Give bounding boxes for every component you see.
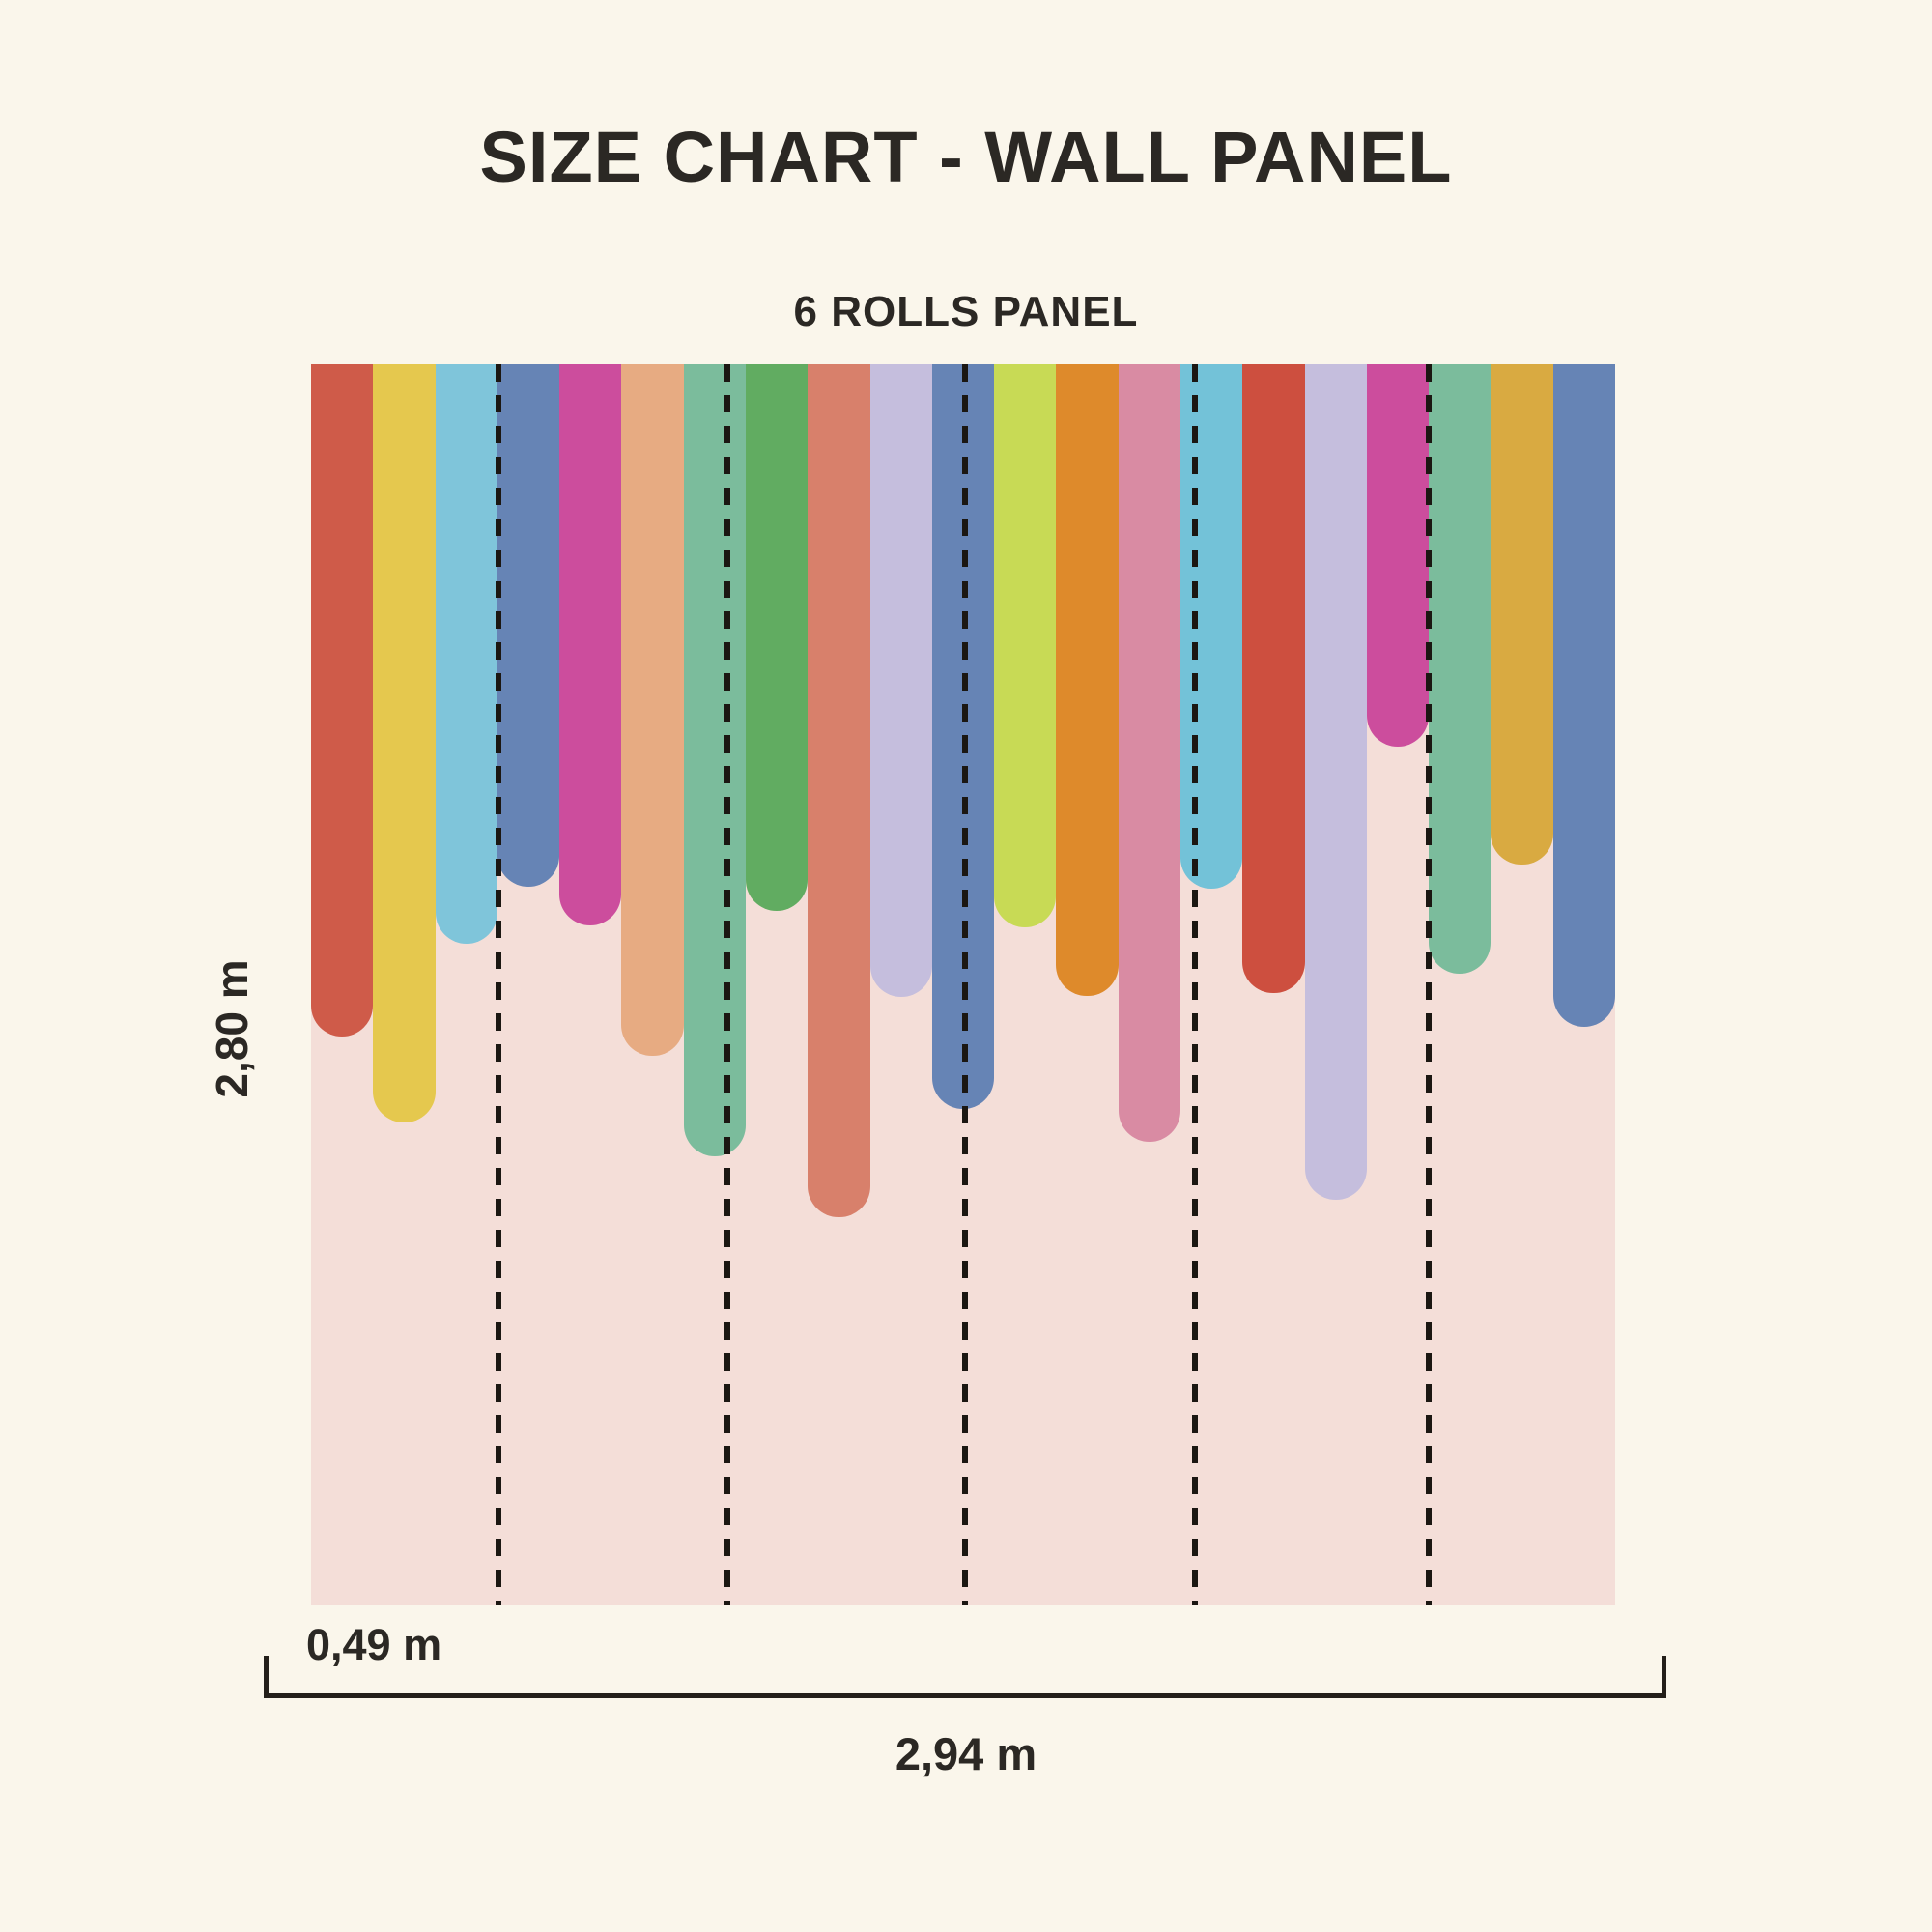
roll-divider: [496, 364, 501, 1605]
wall-panel-diagram: [311, 364, 1615, 1605]
stripe-group: [311, 364, 1615, 1605]
stripe-blue: [1552, 364, 1615, 1027]
stripe-lavender: [869, 364, 932, 997]
roll-width-measurement-label: 0,49 m: [306, 1620, 442, 1669]
height-measurement-label: 2,80 m: [207, 959, 257, 1098]
stripe-teal: [683, 364, 746, 1156]
stripe-sky-blue: [1179, 364, 1243, 889]
stripe-magenta: [1366, 364, 1430, 747]
stripe-salmon: [808, 364, 870, 1217]
panel-subtitle: 6 ROLLS PANEL: [793, 288, 1139, 335]
roll-divider: [1426, 364, 1432, 1605]
roll-divider: [724, 364, 730, 1605]
stripe-peach: [621, 364, 684, 1056]
total-width-bracket: [264, 1656, 1666, 1698]
stripe-yellow: [373, 364, 436, 1122]
stripe-lavender: [1304, 364, 1367, 1200]
page-title: SIZE CHART - WALL PANEL: [479, 117, 1453, 197]
roll-divider: [1192, 364, 1198, 1605]
stripe-blue: [497, 364, 560, 887]
stripe-sky-blue: [435, 364, 497, 944]
stripe-magenta: [559, 364, 622, 925]
stripe-orange: [1056, 364, 1119, 996]
total-width-measurement-label: 2,94 m: [895, 1728, 1037, 1779]
stripe-lime: [994, 364, 1057, 927]
stripe-green: [745, 364, 809, 911]
stripe-pink: [1118, 364, 1180, 1142]
stripe-teal: [1429, 364, 1492, 974]
stripe-mustard: [1491, 364, 1553, 865]
stripe-red: [311, 364, 374, 1037]
stripe-red: [1242, 364, 1305, 993]
roll-divider: [962, 364, 968, 1605]
